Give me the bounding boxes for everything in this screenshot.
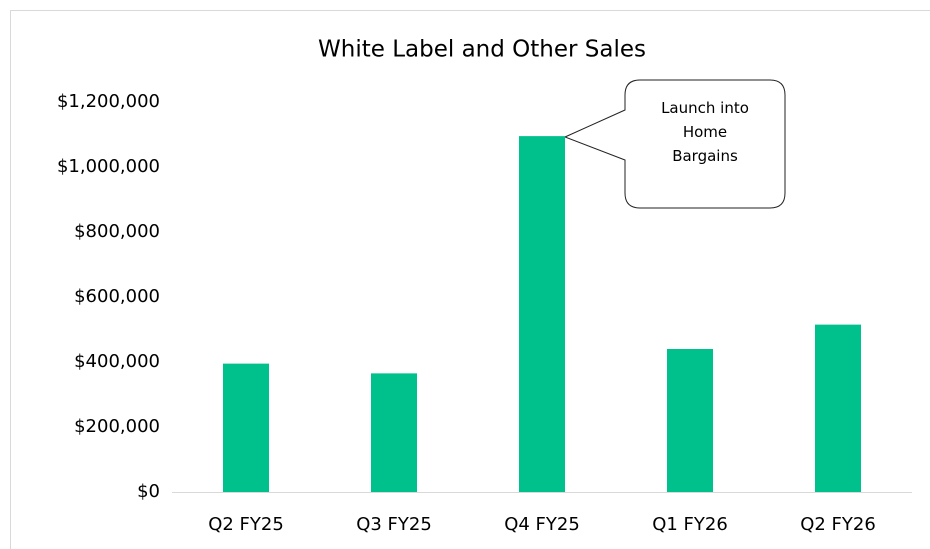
bar	[519, 136, 565, 492]
y-tick-label: $600,000	[74, 286, 160, 307]
y-tick-label: $0	[137, 481, 160, 502]
y-tick-label: $200,000	[74, 416, 160, 437]
bar	[815, 324, 861, 492]
callout	[563, 79, 786, 209]
y-tick-label: $800,000	[74, 221, 160, 242]
bar	[667, 349, 713, 492]
y-tick-label: $400,000	[74, 351, 160, 372]
y-tick-label: $1,200,000	[57, 91, 160, 112]
x-tick-label: Q2 FY26	[800, 514, 876, 535]
x-tick-label: Q4 FY25	[504, 514, 580, 535]
bar	[371, 373, 417, 492]
y-tick-label: $1,000,000	[57, 156, 160, 177]
x-tick-label: Q1 FY26	[652, 514, 728, 535]
x-tick-label: Q2 FY25	[208, 514, 284, 535]
x-tick-label: Q3 FY25	[356, 514, 432, 535]
annotation: Launch into Home Bargains	[661, 99, 749, 165]
chart-title: White Label and Other Sales	[318, 37, 646, 63]
bar	[223, 363, 269, 492]
